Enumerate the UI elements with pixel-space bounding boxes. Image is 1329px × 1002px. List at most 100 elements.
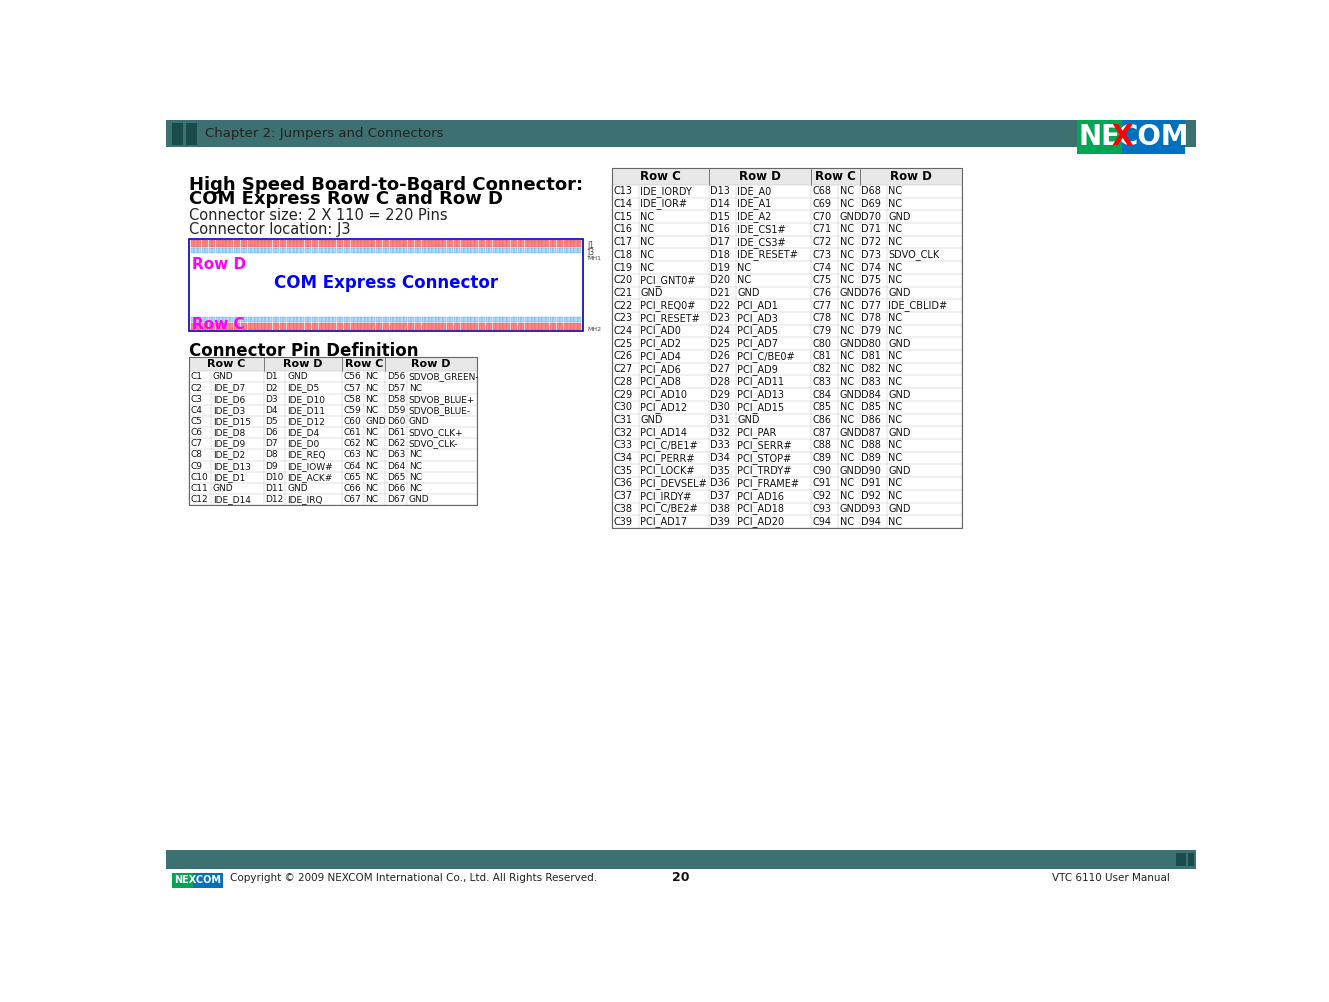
Bar xyxy=(189,238,583,332)
Bar xyxy=(574,318,578,322)
Text: D36: D36 xyxy=(710,479,730,489)
Text: C16: C16 xyxy=(613,224,633,234)
Bar xyxy=(415,318,417,322)
Text: IDE_D15: IDE_D15 xyxy=(213,417,251,426)
Bar xyxy=(611,300,962,312)
Bar xyxy=(611,414,962,426)
Bar xyxy=(611,452,962,465)
Bar xyxy=(379,240,383,247)
Text: IDE_D5: IDE_D5 xyxy=(287,384,319,393)
Bar xyxy=(376,318,379,322)
Bar xyxy=(611,210,962,223)
Bar xyxy=(489,248,493,253)
Bar xyxy=(542,318,546,322)
Text: D66: D66 xyxy=(387,484,405,493)
Text: SDVO_CLK-: SDVO_CLK- xyxy=(409,439,459,448)
Text: D58: D58 xyxy=(387,395,405,404)
Text: D13: D13 xyxy=(710,186,730,196)
Text: C66: C66 xyxy=(344,484,361,493)
Bar xyxy=(387,240,389,247)
Bar xyxy=(447,318,449,322)
Text: D57: D57 xyxy=(387,384,405,393)
Bar xyxy=(219,323,222,330)
Text: Row D: Row D xyxy=(283,360,323,370)
Text: PCI_AD0: PCI_AD0 xyxy=(641,326,682,337)
Bar xyxy=(213,240,215,247)
Text: D83: D83 xyxy=(861,377,881,387)
Bar xyxy=(186,123,197,145)
Text: NC: NC xyxy=(840,276,853,286)
Text: C26: C26 xyxy=(613,352,633,362)
Text: D59: D59 xyxy=(387,406,405,415)
Bar xyxy=(372,248,375,253)
Text: NC: NC xyxy=(641,249,655,260)
Bar xyxy=(198,323,201,330)
Text: NC: NC xyxy=(840,224,853,234)
Bar xyxy=(255,318,258,322)
Bar xyxy=(546,248,549,253)
Text: GND: GND xyxy=(409,495,429,504)
Text: Chapter 2: Jumpers and Connectors: Chapter 2: Jumpers and Connectors xyxy=(205,127,444,140)
Bar xyxy=(287,240,290,247)
Bar xyxy=(461,240,464,247)
Text: Connector size: 2 X 110 = 220 Pins: Connector size: 2 X 110 = 220 Pins xyxy=(189,208,448,223)
Bar xyxy=(372,240,375,247)
Bar xyxy=(525,323,528,330)
Bar xyxy=(611,388,962,401)
Bar xyxy=(247,323,251,330)
Text: D75: D75 xyxy=(861,276,881,286)
Bar xyxy=(550,318,553,322)
Text: PCI_SERR#: PCI_SERR# xyxy=(738,440,792,451)
Bar xyxy=(372,318,375,322)
Text: D93: D93 xyxy=(861,504,881,514)
Bar xyxy=(567,240,570,247)
Text: GND: GND xyxy=(641,415,663,425)
Bar xyxy=(315,240,319,247)
Bar xyxy=(272,240,276,247)
Bar xyxy=(191,248,194,253)
Bar xyxy=(383,240,385,247)
Bar xyxy=(517,323,521,330)
Bar xyxy=(496,240,500,247)
Text: D22: D22 xyxy=(710,301,731,311)
Bar xyxy=(304,248,308,253)
Bar xyxy=(472,248,474,253)
Bar xyxy=(279,318,283,322)
Text: NC: NC xyxy=(888,276,902,286)
Bar xyxy=(482,240,485,247)
Bar xyxy=(482,248,485,253)
Bar xyxy=(262,240,266,247)
Text: NC: NC xyxy=(641,211,655,221)
Bar xyxy=(361,240,364,247)
Bar xyxy=(578,318,581,322)
Bar xyxy=(429,248,432,253)
Bar xyxy=(563,318,567,322)
Text: C6: C6 xyxy=(191,428,203,437)
Bar xyxy=(571,248,574,253)
Text: IDE_RESET#: IDE_RESET# xyxy=(738,249,797,261)
Bar xyxy=(347,240,351,247)
Bar xyxy=(389,240,393,247)
Bar xyxy=(361,323,364,330)
Bar xyxy=(561,248,563,253)
Text: D90: D90 xyxy=(861,466,881,476)
Bar xyxy=(287,323,290,330)
Text: GND: GND xyxy=(213,484,234,493)
Text: C11: C11 xyxy=(191,484,209,493)
Bar xyxy=(326,323,330,330)
Bar xyxy=(308,248,311,253)
Bar xyxy=(521,318,525,322)
Text: D92: D92 xyxy=(861,491,881,501)
Bar xyxy=(258,240,262,247)
Text: PCI_AD15: PCI_AD15 xyxy=(738,402,784,413)
Bar xyxy=(514,323,517,330)
Bar xyxy=(478,323,482,330)
Bar xyxy=(478,248,482,253)
Text: Row C: Row C xyxy=(344,360,383,370)
Text: C33: C33 xyxy=(613,440,633,450)
Bar xyxy=(223,240,226,247)
Text: Row D: Row D xyxy=(890,170,932,183)
Bar xyxy=(550,240,553,247)
Bar xyxy=(213,323,215,330)
Text: GND: GND xyxy=(641,288,663,298)
